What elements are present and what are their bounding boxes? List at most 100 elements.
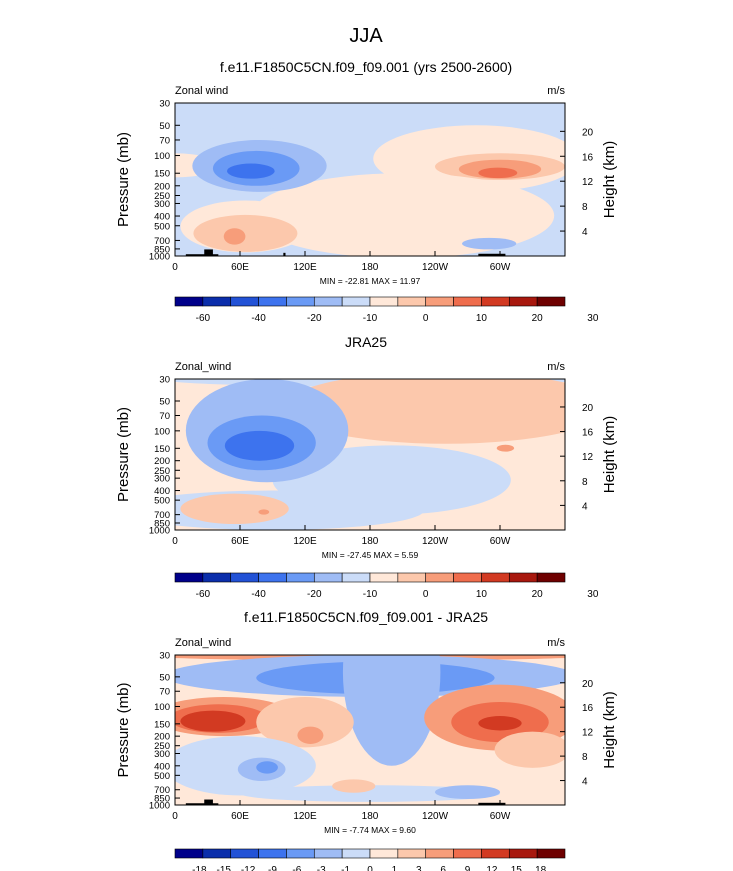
x-tick-label: 0 xyxy=(172,811,178,822)
x-tick-label: 120W xyxy=(422,262,449,273)
colorbar-swatch xyxy=(453,848,482,859)
y-tick-label: 300 xyxy=(154,749,170,760)
x-tick-label: 120W xyxy=(422,811,449,822)
contour-region xyxy=(175,103,565,130)
colorbar-swatch xyxy=(286,848,315,859)
y-tick-label: 70 xyxy=(159,687,170,698)
y-tick-label: 700 xyxy=(154,236,170,247)
colorbar-label: 3 xyxy=(416,865,422,871)
contour-region xyxy=(258,509,270,515)
colorbar-label: -10 xyxy=(363,589,378,600)
panel-units-label: m/s xyxy=(547,85,565,97)
height-tick-label: 20 xyxy=(582,679,594,690)
colorbar-swatch xyxy=(536,848,566,859)
x-tick-label: 120E xyxy=(293,262,317,273)
y-tick-label: 50 xyxy=(159,396,170,407)
colorbar-label: 0 xyxy=(367,865,373,871)
contour-region xyxy=(223,228,246,245)
y-axis-label: Pressure (mb) xyxy=(115,132,132,227)
height-tick-label: 12 xyxy=(582,177,594,188)
y-tick-label: 150 xyxy=(154,719,170,730)
y-tick-label: 30 xyxy=(159,375,170,386)
y-tick-label: 70 xyxy=(159,411,170,422)
colorbar-label: 10 xyxy=(476,313,488,324)
y-tick-label: 150 xyxy=(154,169,170,180)
colorbar-label: -20 xyxy=(307,313,322,324)
y-tick-label: 30 xyxy=(159,651,170,662)
colorbar-label: 12 xyxy=(486,865,498,871)
colorbar-label: 18 xyxy=(535,865,547,871)
colorbar-swatch xyxy=(453,296,482,307)
x-tick-label: 0 xyxy=(172,536,178,547)
y-tick-label: 500 xyxy=(154,221,170,232)
y-tick-label: 100 xyxy=(154,426,170,437)
colorbar-swatch xyxy=(230,572,259,583)
contour-region xyxy=(272,445,511,515)
colorbar-label: 10 xyxy=(476,589,488,600)
colorbar-label: -18 xyxy=(192,865,207,871)
colorbar-swatch xyxy=(453,572,482,583)
contour-region xyxy=(435,785,500,800)
colorbar-label: -12 xyxy=(241,865,256,871)
figure-title: JJA xyxy=(349,25,383,47)
colorbar-swatch xyxy=(202,296,232,307)
colorbar-swatch xyxy=(258,572,287,583)
y-tick-label: 1000 xyxy=(149,526,170,537)
y-tick-label: 500 xyxy=(154,771,170,782)
colorbar-swatch xyxy=(258,848,287,859)
x-tick-label: 180 xyxy=(362,811,379,822)
y-tick-label: 400 xyxy=(154,486,170,497)
height-tick-label: 8 xyxy=(582,477,588,488)
colorbar-swatch xyxy=(508,848,538,859)
x-tick-label: 60W xyxy=(490,262,511,273)
contour-region xyxy=(342,655,441,766)
colorbar-swatch xyxy=(508,572,538,583)
colorbar-swatch xyxy=(397,848,427,859)
topography-block xyxy=(478,253,506,256)
colorbar-label: 9 xyxy=(465,865,471,871)
height-tick-label: 20 xyxy=(582,403,594,414)
contour-region xyxy=(193,214,298,252)
panel-stats: MIN = -7.74 MAX = 9.60 xyxy=(324,825,416,835)
y-axis-label: Pressure (mb) xyxy=(115,682,132,777)
y-tick-label: 400 xyxy=(154,212,170,223)
y-tick-label: 1000 xyxy=(149,801,170,812)
colorbar-label: -6 xyxy=(292,865,301,871)
colorbar-swatch xyxy=(341,848,371,859)
x-tick-label: 60E xyxy=(231,811,249,822)
x-tick-label: 120E xyxy=(293,536,317,547)
contour-region xyxy=(256,761,278,774)
colorbar-swatch xyxy=(286,572,315,583)
colorbar-label: 20 xyxy=(532,589,544,600)
colorbar-swatch xyxy=(508,296,538,307)
colorbar-swatch xyxy=(369,296,399,307)
colorbar-label: -60 xyxy=(196,589,211,600)
colorbar-swatch xyxy=(286,296,315,307)
colorbar-swatch xyxy=(174,572,204,583)
x-tick-label: 0 xyxy=(172,262,178,273)
y-tick-label: 400 xyxy=(154,761,170,772)
y-tick-label: 250 xyxy=(154,741,170,752)
height-tick-label: 4 xyxy=(582,227,588,238)
colorbar-label: 30 xyxy=(587,313,599,324)
colorbar-swatch xyxy=(230,848,259,859)
x-tick-label: 60W xyxy=(490,536,511,547)
height-tick-label: 16 xyxy=(582,152,594,163)
y-tick-label: 1000 xyxy=(149,252,170,263)
contour-field xyxy=(175,103,565,256)
colorbar-swatch xyxy=(174,296,204,307)
contour-region xyxy=(240,785,500,802)
y-tick-label: 30 xyxy=(159,99,170,110)
y-tick-label: 250 xyxy=(154,191,170,202)
y-tick-label: 150 xyxy=(154,444,170,455)
colorbar-swatch xyxy=(341,296,371,307)
colorbar-swatch xyxy=(313,572,343,583)
y-tick-label: 200 xyxy=(154,732,170,743)
panel-title: f.e11.F1850C5CN.f09_f09.001 (yrs 2500-26… xyxy=(220,59,512,75)
colorbar-swatch xyxy=(202,572,232,583)
colorbar-label: -10 xyxy=(363,313,378,324)
colorbar-swatch xyxy=(313,296,343,307)
panel-units-label: m/s xyxy=(547,361,565,373)
colorbar-label: 30 xyxy=(587,589,599,600)
y2-axis-label: Height (km) xyxy=(601,416,618,494)
